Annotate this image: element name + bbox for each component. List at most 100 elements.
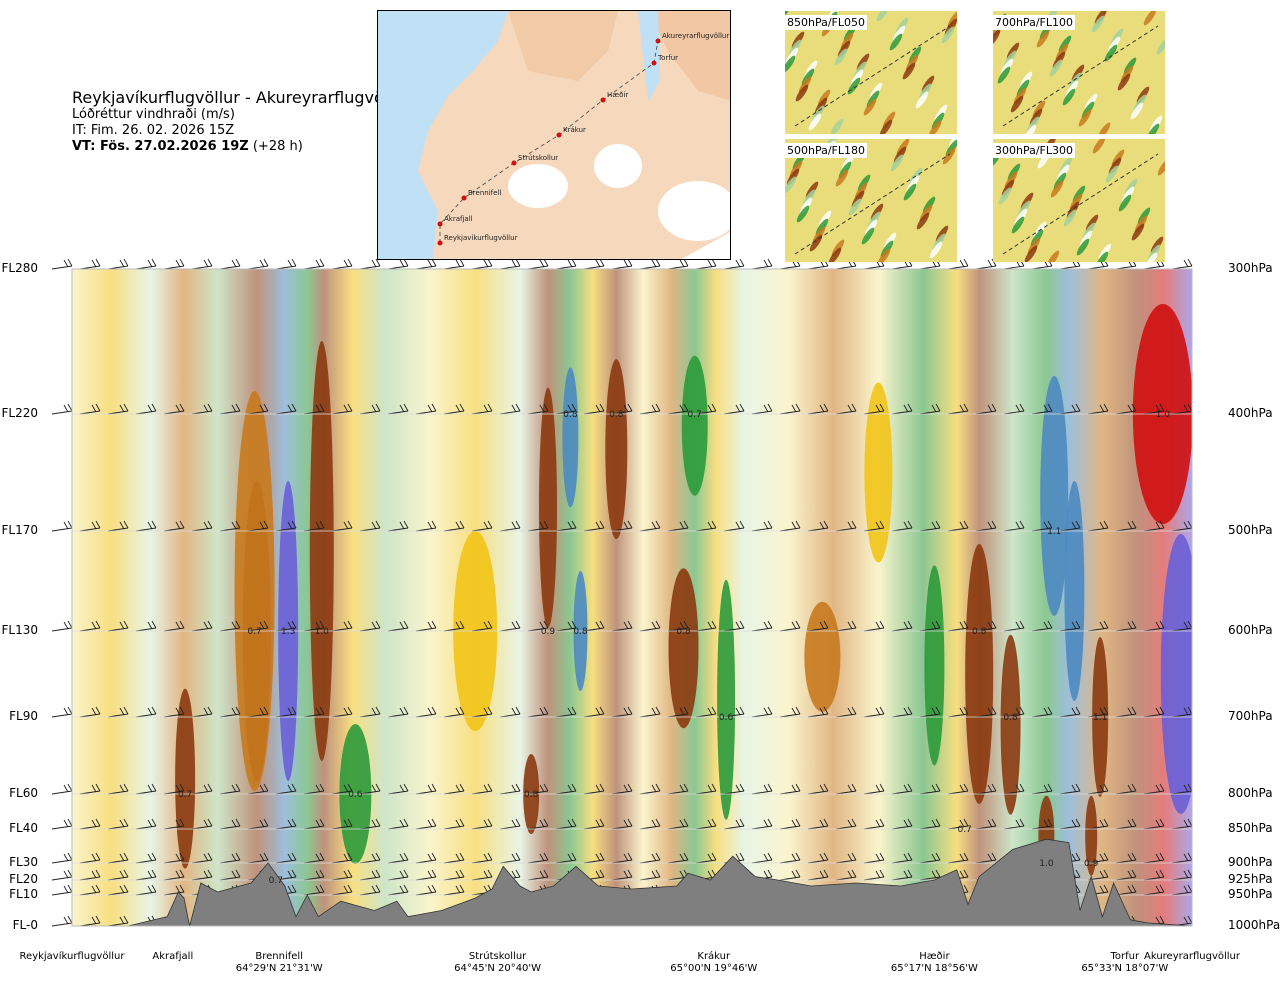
wind-barb [303, 783, 325, 795]
wind-barb [667, 258, 689, 270]
wind-barb [247, 783, 269, 795]
wind-barb [667, 706, 689, 718]
wind-barb [891, 869, 913, 881]
wind-barb [1171, 783, 1193, 795]
wind-barb [51, 258, 73, 270]
value-label: 0.8 [609, 410, 624, 420]
wind-barb [1143, 818, 1165, 830]
svg-text:Torfur: Torfur [657, 54, 678, 62]
wind-barb [387, 620, 409, 632]
wind-barb [415, 403, 437, 415]
value-label: 1.0 [1039, 859, 1054, 869]
value-label: 1.1 [1093, 713, 1107, 723]
wind-barb [611, 258, 633, 270]
wind-barb [331, 869, 353, 881]
wind-barb [1143, 852, 1165, 864]
wind-barb [1087, 706, 1109, 718]
wind-barb [331, 620, 353, 632]
location-coord: 65°33'N 18°07'W [1081, 963, 1169, 974]
wind-barb [443, 783, 465, 795]
flight-level-label: FL280 [1, 261, 39, 275]
wind-barb [387, 258, 409, 270]
value-label: 0.8 [676, 627, 691, 637]
wind-barb [695, 706, 717, 718]
wind-barb [555, 520, 577, 532]
wind-barb [975, 620, 997, 632]
motion-cell [965, 544, 994, 804]
wind-barb [555, 258, 577, 270]
wind-barb [499, 403, 521, 415]
wind-barb [1087, 620, 1109, 632]
wind-barb [1059, 783, 1081, 795]
value-label: 0.8 [573, 627, 588, 637]
wind-barb [331, 403, 353, 415]
wind-barb [1031, 706, 1053, 718]
wind-barb [247, 520, 269, 532]
wind-barb [947, 403, 969, 415]
pressure-label: 600hPa [1228, 623, 1273, 637]
wind-barb [807, 869, 829, 881]
thumbnail-300: 300hPa/FL300 [993, 139, 1165, 262]
wind-barb [79, 783, 101, 795]
wind-barb [947, 620, 969, 632]
map-point: Akrafjall [437, 215, 473, 227]
motion-cell [1160, 534, 1192, 814]
wind-barb [667, 852, 689, 864]
wind-barb [667, 818, 689, 830]
thumbnail-850: 850hPa/FL050 [785, 11, 957, 134]
motion-cell [1000, 634, 1021, 815]
wind-barb [387, 520, 409, 532]
wind-barb [611, 852, 633, 864]
wind-barb [331, 852, 353, 864]
wind-barb [1087, 818, 1109, 830]
wind-barb [919, 403, 941, 415]
wind-barb [443, 706, 465, 718]
wind-barb [191, 869, 213, 881]
valid-time-offset: (+28 h) [252, 139, 303, 154]
wind-barb [751, 403, 773, 415]
wind-barb [471, 706, 493, 718]
flight-level-label: FL40 [9, 821, 38, 835]
valid-time-main: VT: Fös. 27.02.2026 19Z [72, 139, 249, 154]
wind-barb [947, 520, 969, 532]
wind-barb [779, 783, 801, 795]
motion-cell [539, 387, 557, 628]
wind-barb [359, 869, 381, 881]
location-label: Hæðir 65°17'N 18°56'W [891, 951, 978, 975]
wind-barb [1031, 520, 1053, 532]
wind-barb [51, 783, 73, 795]
wind-barb [695, 403, 717, 415]
subtitle: Lóðréttur vindhraði (m/s) [72, 107, 235, 122]
wind-barb [1003, 520, 1025, 532]
location-coord: 64°45'N 20°40'W [454, 963, 542, 974]
wind-barb [275, 818, 297, 830]
wind-barb [1115, 620, 1137, 632]
wind-barb [947, 783, 969, 795]
wind-barb [835, 852, 857, 864]
wind-barb [751, 783, 773, 795]
wind-barb [51, 403, 73, 415]
map-point: Torfur [651, 54, 678, 66]
svg-text:Krákur: Krákur [563, 126, 586, 134]
wind-barb [807, 706, 829, 718]
wind-barb [807, 852, 829, 864]
wind-barb [51, 706, 73, 718]
wind-barb [107, 520, 129, 532]
svg-text:Akureyrarflugvöllur: Akureyrarflugvöllur [662, 32, 729, 40]
wind-barb [79, 258, 101, 270]
wind-barb [79, 852, 101, 864]
wind-barb [51, 915, 73, 927]
wind-barb [527, 258, 549, 270]
wind-barb [1115, 852, 1137, 864]
wind-barb [1171, 403, 1193, 415]
wind-barb [639, 818, 661, 830]
wind-barb [359, 884, 381, 896]
wind-barb [919, 520, 941, 532]
location-coord: 65°17'N 18°56'W [890, 963, 978, 974]
wind-barb [163, 520, 185, 532]
initial-time: IT: Fim. 26. 02. 2026 15Z [72, 123, 235, 138]
wind-barb [611, 403, 633, 415]
location-name: Strútskollur [468, 951, 527, 962]
wind-barb [723, 818, 745, 830]
wind-barb [1059, 706, 1081, 718]
